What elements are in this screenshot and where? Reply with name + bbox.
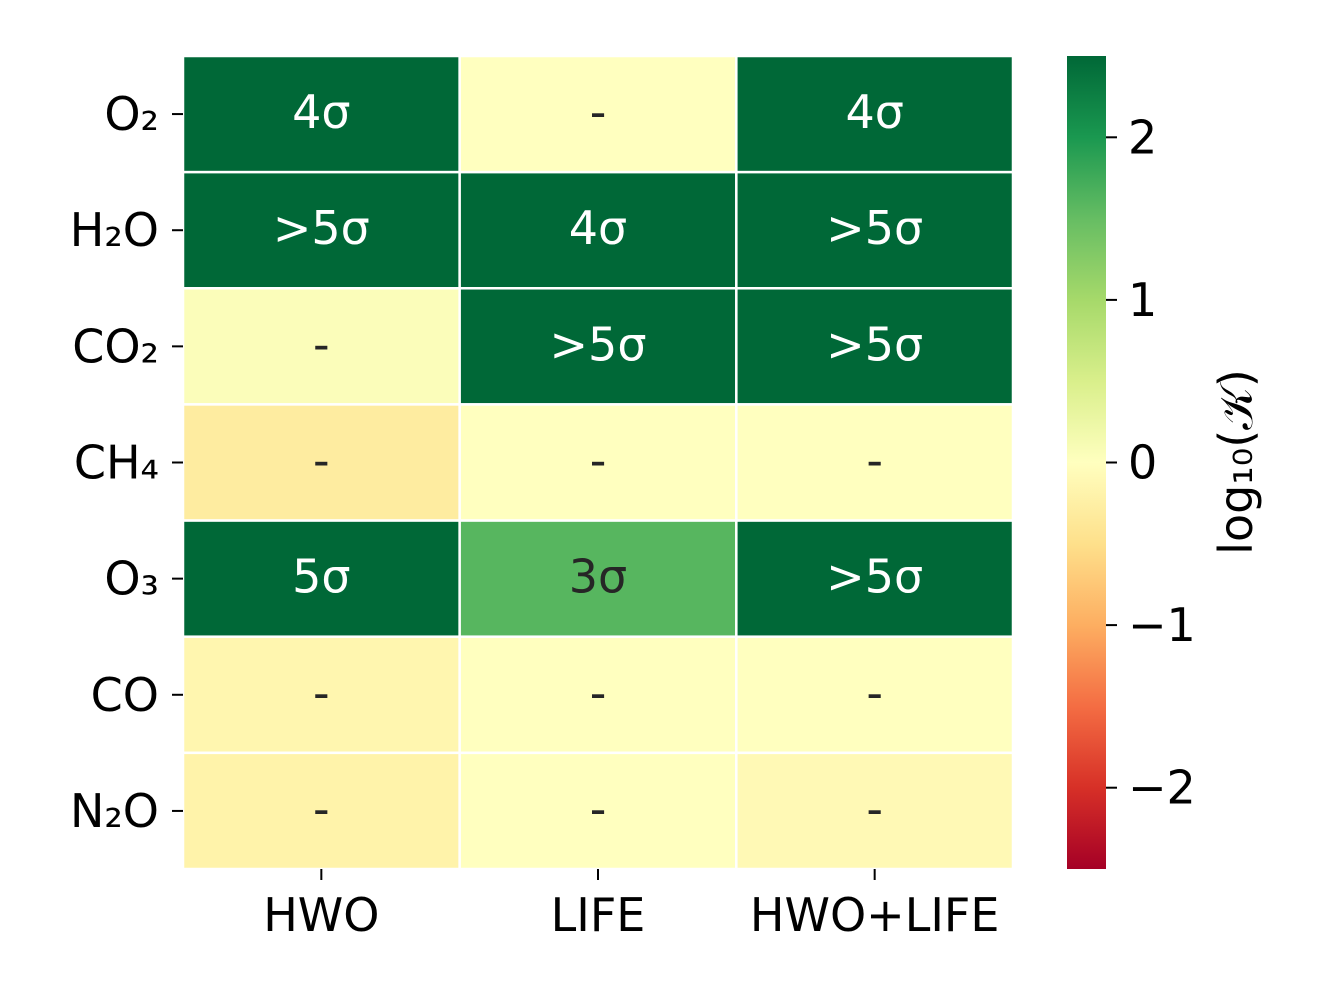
colorbar: −2 −1 0 1 2 <box>1067 56 1196 869</box>
heatmap-cell <box>735 519 1015 638</box>
heatmap-cell <box>181 403 461 522</box>
row-label: O₃ <box>104 552 159 606</box>
row-label: N₂O <box>70 784 159 838</box>
heatmap-cell <box>735 403 1015 522</box>
colorbar-label: log₁₀(𝒦) <box>1209 369 1263 555</box>
cell-annotation: - <box>590 782 607 836</box>
colorbar-tick-label: −2 <box>1128 761 1196 815</box>
cell-annotation: >5σ <box>550 317 647 371</box>
heatmap-cells: 4σ - 4σ >5σ 4σ >5σ - >5σ >5σ - - - 5σ 3σ >5σ - - - - - - <box>181 54 1015 871</box>
cell-annotation: 4σ <box>845 85 903 139</box>
row-label: O₂ <box>104 87 159 141</box>
cell-annotation: - <box>866 782 883 836</box>
heatmap-cell <box>458 54 738 174</box>
row-labels: O₂ H₂O CO₂ CH₄ O₃ CO N₂O <box>70 87 183 838</box>
cell-annotation: - <box>866 666 883 720</box>
cell-annotation: 4σ <box>569 201 627 255</box>
cell-annotation: >5σ <box>273 201 370 255</box>
cell-annotation: - <box>590 434 607 488</box>
cell-annotation: >5σ <box>826 550 923 604</box>
row-label: CO <box>91 668 159 722</box>
cell-annotation: - <box>590 666 607 720</box>
heatmap-cell <box>735 170 1015 290</box>
cell-annotation: >5σ <box>826 317 923 371</box>
column-label: HWO+LIFE <box>750 888 1000 942</box>
heatmap-cell <box>458 519 738 638</box>
column-label: LIFE <box>551 888 646 942</box>
colorbar-tick-label: −1 <box>1128 598 1196 652</box>
colorbar-tick-label: 1 <box>1128 273 1157 327</box>
heatmap-cell <box>458 287 738 406</box>
column-labels: HWO LIFE HWO+LIFE <box>263 869 999 942</box>
cell-annotation: - <box>313 782 330 836</box>
cell-annotation: 4σ <box>292 85 350 139</box>
cell-annotation: - <box>590 85 607 139</box>
heatmap-cell <box>181 170 461 290</box>
heatmap-cell <box>181 751 461 871</box>
colorbar-tick-label: 2 <box>1128 110 1157 164</box>
cell-annotation: 5σ <box>292 550 350 604</box>
row-label: CO₂ <box>72 319 159 373</box>
colorbar-tick-label: 0 <box>1128 436 1157 490</box>
cell-annotation: - <box>313 434 330 488</box>
column-label: HWO <box>263 888 379 942</box>
heatmap-cell <box>735 635 1015 755</box>
heatmap-cell <box>735 54 1015 174</box>
heatmap-cell <box>458 635 738 755</box>
heatmap-cell <box>458 751 738 871</box>
cell-annotation: >5σ <box>826 201 923 255</box>
cell-annotation: - <box>313 317 330 371</box>
heatmap-cell <box>735 751 1015 871</box>
cell-annotation: 3σ <box>569 550 627 604</box>
cell-annotation: - <box>313 666 330 720</box>
row-label: CH₄ <box>74 436 159 490</box>
cell-annotation: - <box>866 434 883 488</box>
row-label: H₂O <box>70 203 159 257</box>
colorbar-gradient <box>1067 56 1106 869</box>
heatmap-cell <box>181 54 461 174</box>
